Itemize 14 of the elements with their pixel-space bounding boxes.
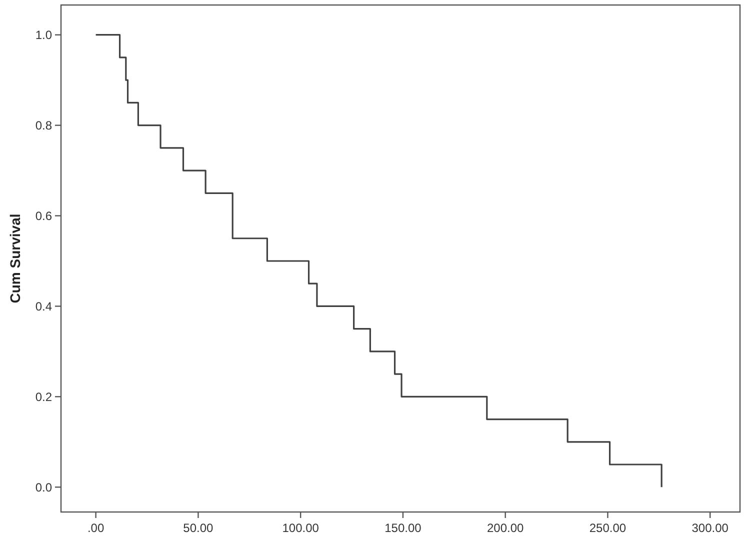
x-tick-label: 100.00 [282, 521, 320, 535]
x-tick-label: 250.00 [589, 521, 626, 535]
x-tick-label: 50.00 [183, 521, 214, 535]
y-tick-label: 0.2 [35, 390, 52, 404]
x-tick-label: 300.00 [692, 521, 729, 535]
y-tick-label: 0.0 [35, 480, 52, 494]
x-tick-label: .00 [87, 521, 104, 535]
y-tick-label: 0.8 [35, 118, 52, 133]
x-tick-label: 200.00 [486, 521, 524, 535]
y-tick-label: 0.6 [35, 208, 52, 223]
y-tick-label: 0.4 [35, 299, 52, 314]
x-tick-label: 150.00 [384, 521, 422, 535]
y-tick-label: 1.0 [35, 28, 52, 42]
y-axis-title: Cum Survival [7, 214, 23, 304]
